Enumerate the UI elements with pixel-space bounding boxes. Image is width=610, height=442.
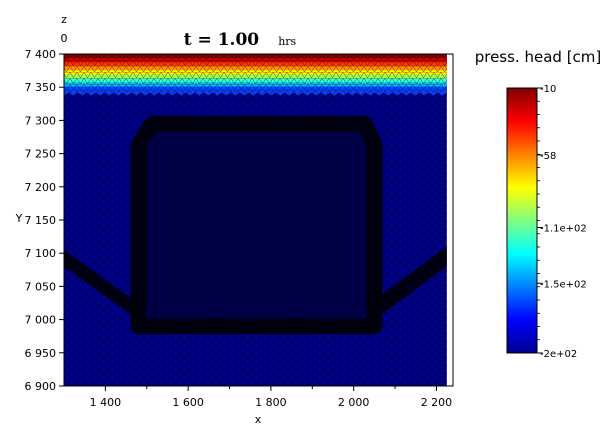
- wetting-front-mesh: [64, 54, 447, 95]
- chart-title: t = 1.00: [184, 30, 260, 50]
- z-axis-label: z: [61, 13, 67, 26]
- y-tick-label: 7 100: [25, 247, 57, 260]
- x-axis-label: x: [255, 413, 262, 426]
- colorbar-ticks: -10 -58 -1.1e+02 -1.5e+02 -2e+02: [537, 84, 587, 360]
- colorbar-tick-label: -2e+02: [540, 349, 577, 360]
- y-tick-label: 7 400: [25, 48, 57, 61]
- dense-mesh-box-interior: [146, 131, 367, 319]
- y-tick-label: 7 350: [25, 81, 57, 94]
- y-tick-label: 7 150: [25, 214, 57, 227]
- x-tick-label: 1 400: [90, 396, 122, 409]
- x-axis-ticks: 1 400 1 600 1 800 2 000 2 200: [90, 386, 453, 409]
- y-tick-label: 7 000: [25, 314, 57, 327]
- colorbar-tick-label: -10: [540, 84, 556, 95]
- y-tick-label: 7 250: [25, 148, 57, 161]
- dense-mesh-box: [130, 115, 383, 335]
- dense-mesh-regions: [64, 115, 447, 335]
- y-tick-label: 6 950: [25, 347, 57, 360]
- colorbar-tick-label: -1.1e+02: [540, 223, 587, 234]
- colorbar: [506, 87, 538, 354]
- colorbar-tick-label: -1.5e+02: [540, 279, 587, 290]
- z-axis-value: 0: [61, 32, 68, 45]
- svg-text:t = 1.00 hrs: t = 1.00 hrs: [184, 30, 297, 50]
- y-axis-ticks: 6 900 6 950 7 000 7 050 7 100 7 150 7 200 7 250…: [25, 48, 64, 393]
- x-tick-label: 1 600: [172, 396, 204, 409]
- y-tick-label: 7 050: [25, 280, 57, 293]
- y-tick-label: 6 900: [25, 380, 57, 393]
- colorbar-tick-label: -58: [540, 151, 556, 162]
- x-tick-label: 2 000: [338, 396, 370, 409]
- colorbar-title: press. head [cm]: [475, 48, 602, 66]
- left-diagonal-band: [64, 249, 143, 323]
- x-tick-label: 1 800: [255, 396, 287, 409]
- y-tick-label: 7 300: [25, 114, 57, 127]
- x-tick-label: 2 200: [421, 396, 453, 409]
- y-axis-label: Y: [15, 212, 23, 225]
- y-tick-label: 7 200: [25, 181, 57, 194]
- chart-title-unit: hrs: [278, 35, 296, 48]
- right-diagonal-band: [370, 246, 447, 323]
